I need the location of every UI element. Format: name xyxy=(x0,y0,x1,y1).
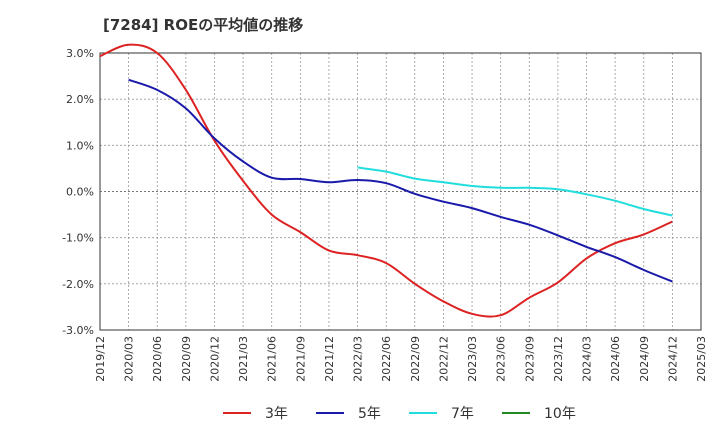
x-tick-label: 2020/03 xyxy=(123,336,136,382)
x-tick-label: 2022/06 xyxy=(380,336,393,382)
x-tick-label: 2019/12 xyxy=(94,336,107,382)
x-tick-label: 2021/12 xyxy=(323,336,336,382)
legend-label-4: 10年 xyxy=(544,406,576,422)
x-tick-label: 2022/12 xyxy=(437,336,450,382)
x-tick-label: 2024/06 xyxy=(609,336,622,382)
y-tick-label: 0.0% xyxy=(66,186,94,199)
x-tick-label: 2023/12 xyxy=(552,336,565,382)
y-tick-label: 1.0% xyxy=(66,139,94,152)
x-tick-label: 2025/03 xyxy=(695,336,708,382)
x-tick-label: 2023/09 xyxy=(523,336,536,382)
x-tick-label: 2021/09 xyxy=(294,336,307,382)
y-tick-label: -1.0% xyxy=(62,232,94,245)
x-tick-label: 2024/12 xyxy=(666,336,679,382)
x-tick-labels: 2019/12 2020/03 2020/06 2020/09 2020/12 2021/… xyxy=(94,336,708,382)
x-tick-label: 2024/09 xyxy=(638,336,651,382)
axes xyxy=(99,52,702,331)
y-tick-labels: 3.0% 2.0% 1.0% 0.0% -1.0% -2.0% -3.0% xyxy=(62,47,94,337)
y-tick-label: 3.0% xyxy=(66,47,94,60)
x-tick-label: 2021/06 xyxy=(266,336,279,382)
y-tick-label: -2.0% xyxy=(62,278,94,291)
x-tick-label: 2021/03 xyxy=(237,336,250,382)
legend-label-3: 7年 xyxy=(451,406,474,422)
y-tick-label: -3.0% xyxy=(62,324,94,337)
x-tick-label: 2023/03 xyxy=(466,336,479,382)
x-tick-label: 2022/09 xyxy=(409,336,422,382)
x-tick-label: 2022/03 xyxy=(352,336,365,382)
series-line-1 xyxy=(99,43,673,318)
x-tick-label: 2023/06 xyxy=(495,336,508,382)
chart-title: [7284] ROEの平均値の推移 xyxy=(103,16,304,34)
x-tick-label: 2020/06 xyxy=(151,336,164,382)
series-line-3 xyxy=(357,166,673,217)
series-lines xyxy=(99,43,673,318)
legend-label-1: 3年 xyxy=(265,406,288,422)
y-tick-label: 2.0% xyxy=(66,93,94,106)
legend-label-2: 5年 xyxy=(358,406,381,422)
x-tick-label: 2020/12 xyxy=(208,336,221,382)
legend: 3年 5年 7年 10年 xyxy=(223,406,576,422)
series-line-2 xyxy=(128,78,673,283)
x-tick-label: 2020/09 xyxy=(180,336,193,382)
x-tick-label: 2024/03 xyxy=(581,336,594,382)
